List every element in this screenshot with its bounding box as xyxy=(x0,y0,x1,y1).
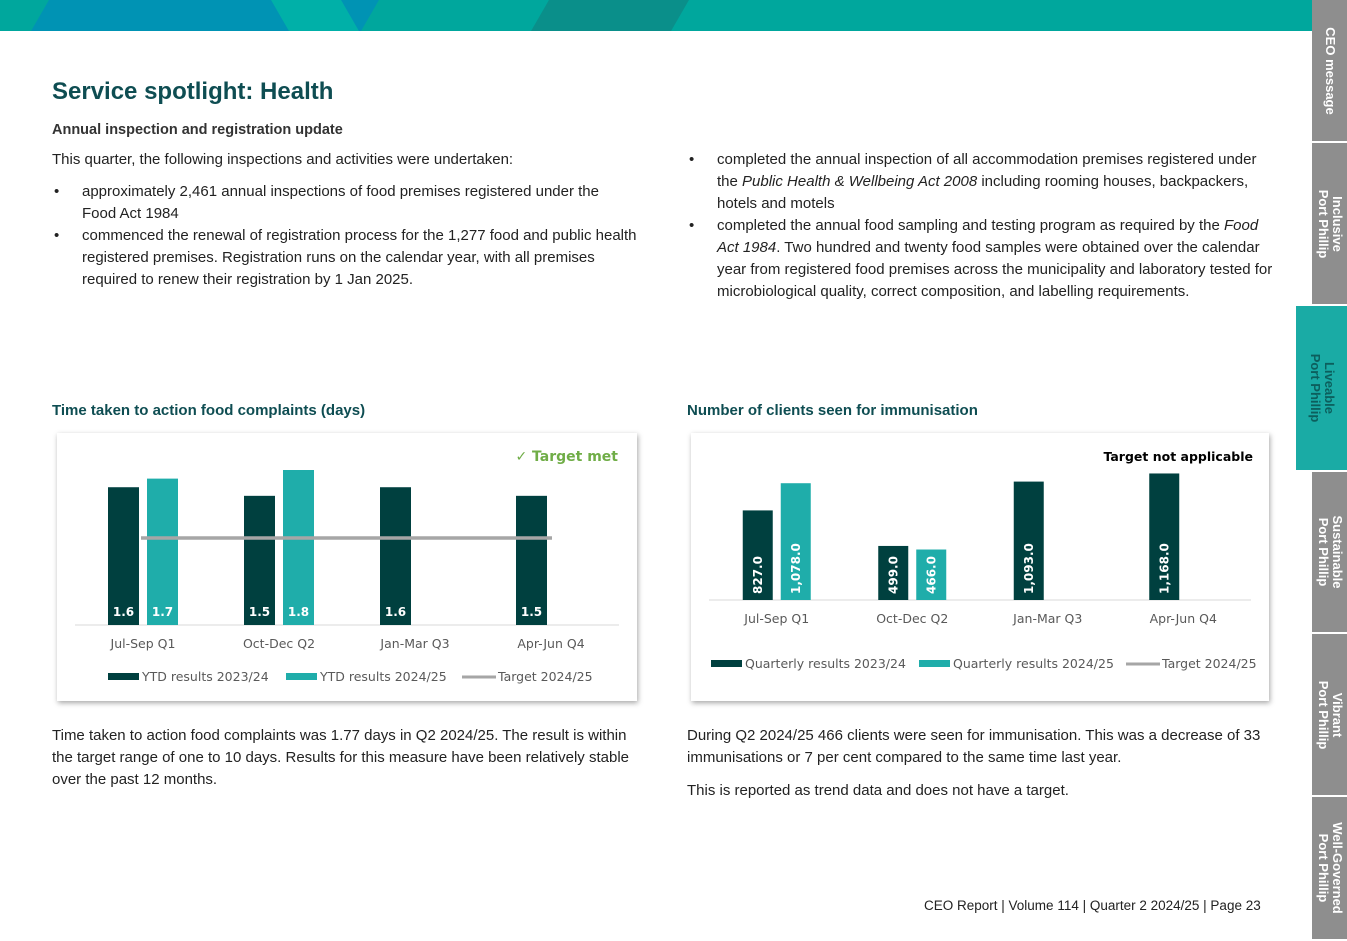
x-tick-label: Apr-Jun Q4 xyxy=(1150,611,1217,626)
target-met-badge: ✓ Target met xyxy=(515,449,618,465)
bar-2-2 xyxy=(916,549,947,600)
x-tick-label: Oct-Dec Q2 xyxy=(243,636,315,651)
data-label: 1.6 xyxy=(113,605,134,619)
list-item: approximately 2,461 annual inspections o… xyxy=(52,181,637,225)
legend-swatch-2 xyxy=(919,660,950,667)
page-footer: CEO Report | Volume 114 | Quarter 2 2024… xyxy=(924,898,1261,913)
data-label: 1.8 xyxy=(288,605,309,619)
chart1-title: Time taken to action food complaints (da… xyxy=(52,402,366,419)
side-tab-label: Well-Governed Port Phillip xyxy=(1315,822,1345,914)
section-tabs: CEO message Inclusive Port Phillip Liveable… xyxy=(1296,0,1347,941)
bar-1-4 xyxy=(1149,473,1180,600)
bar-1-4 xyxy=(516,495,547,625)
bar-1-1 xyxy=(108,487,139,625)
side-tab-label: Vibrant Port Phillip xyxy=(1315,680,1345,749)
data-label: 1.5 xyxy=(521,605,542,619)
data-label: 1.7 xyxy=(152,605,173,619)
data-label: 827.0 xyxy=(751,556,765,594)
bar-1-2 xyxy=(878,545,909,600)
data-label: 1,078.0 xyxy=(789,543,803,594)
x-tick-label: Oct-Dec Q2 xyxy=(876,611,948,626)
legend-label: Target 2024/25 xyxy=(497,669,593,684)
data-label: 466.0 xyxy=(924,556,938,594)
food-complaints-chart-svg: 1.6 1.7 Jul-Sep Q1 1.5 1.8 Oct-Dec Q2 1.6 Jan-M… xyxy=(75,449,619,684)
data-label: 499.0 xyxy=(886,556,900,594)
x-tick-label: Jan-Mar Q3 xyxy=(379,636,449,651)
bar-2-2 xyxy=(283,470,314,625)
legend-label: YTD results 2023/24 xyxy=(141,669,269,684)
legend-label: Target 2024/25 xyxy=(1161,656,1257,671)
section-subtitle: Annual inspection and registration updat… xyxy=(52,122,343,138)
target-badge: Target not applicable xyxy=(1103,449,1253,464)
list-item: commenced the renewal of registration pr… xyxy=(52,225,637,291)
data-label: 1.5 xyxy=(249,605,270,619)
chart2-title: Number of clients seen for immunisation xyxy=(687,402,978,419)
bar-1-1 xyxy=(742,510,773,600)
legend-label: Quarterly results 2024/25 xyxy=(953,656,1114,671)
top-banner xyxy=(0,0,1312,31)
data-label: 1,093.0 xyxy=(1022,543,1036,594)
side-tab-well-governed[interactable]: Well-Governed Port Phillip xyxy=(1312,797,1347,941)
legend-swatch-1 xyxy=(711,660,742,667)
side-tab-label: Inclusive Port Phillip xyxy=(1315,189,1345,258)
data-label: 1.6 xyxy=(385,605,406,619)
legend-label: YTD results 2024/25 xyxy=(319,669,447,684)
side-tab-inclusive[interactable]: Inclusive Port Phillip xyxy=(1312,143,1347,306)
x-tick-label: Jan-Mar Q3 xyxy=(1012,611,1082,626)
page-title: Service spotlight: Health xyxy=(52,78,334,105)
x-tick-label: Jul-Sep Q1 xyxy=(743,611,809,626)
immunisation-chart: 827.0 1,078.0 Jul-Sep Q1 499.0 466.0 Oct-Dec … xyxy=(691,433,1269,701)
side-tab-label: CEO message xyxy=(1322,26,1338,115)
bar-1-3 xyxy=(380,487,411,625)
right-bullet-list: completed the annual inspection of all a… xyxy=(687,149,1277,303)
data-label: 1,168.0 xyxy=(1157,543,1171,594)
side-tab-vibrant[interactable]: Vibrant Port Phillip xyxy=(1312,634,1347,797)
left-bullet-list: approximately 2,461 annual inspections o… xyxy=(52,181,637,291)
bar-1-3 xyxy=(1013,481,1044,600)
side-tab-sustainable[interactable]: Sustainable Port Phillip xyxy=(1312,472,1347,634)
food-complaints-chart: 1.6 1.7 Jul-Sep Q1 1.5 1.8 Oct-Dec Q2 1.6 Jan-M… xyxy=(57,433,637,701)
immunisation-chart-svg: 827.0 1,078.0 Jul-Sep Q1 499.0 466.0 Oct-Dec … xyxy=(709,449,1257,671)
legend-swatch-2 xyxy=(286,673,317,680)
legend-label: Quarterly results 2023/24 xyxy=(745,656,906,671)
bar-1-2 xyxy=(244,495,275,625)
chart2-commentary: During Q2 2024/25 466 clients were seen … xyxy=(687,727,1261,766)
side-tab-label: Liveable Port Phillip xyxy=(1307,353,1337,423)
list-item: completed the annual food sampling and t… xyxy=(687,215,1277,303)
side-tab-liveable[interactable]: Liveable Port Phillip xyxy=(1296,306,1347,472)
side-tab-ceo-message[interactable]: CEO message xyxy=(1312,0,1347,143)
intro-text: This quarter, the following inspections … xyxy=(52,151,514,168)
x-tick-label: Jul-Sep Q1 xyxy=(110,636,176,651)
bar-2-1 xyxy=(780,483,811,600)
side-tab-label: Sustainable Port Phillip xyxy=(1315,515,1345,589)
chart2-note: This is reported as trend data and does … xyxy=(687,782,1069,799)
chart1-commentary: Time taken to action food complaints was… xyxy=(52,727,630,788)
bar-2-1 xyxy=(147,478,178,625)
list-item: completed the annual inspection of all a… xyxy=(687,149,1277,215)
legend-swatch-1 xyxy=(108,673,139,680)
x-tick-label: Apr-Jun Q4 xyxy=(517,636,584,651)
